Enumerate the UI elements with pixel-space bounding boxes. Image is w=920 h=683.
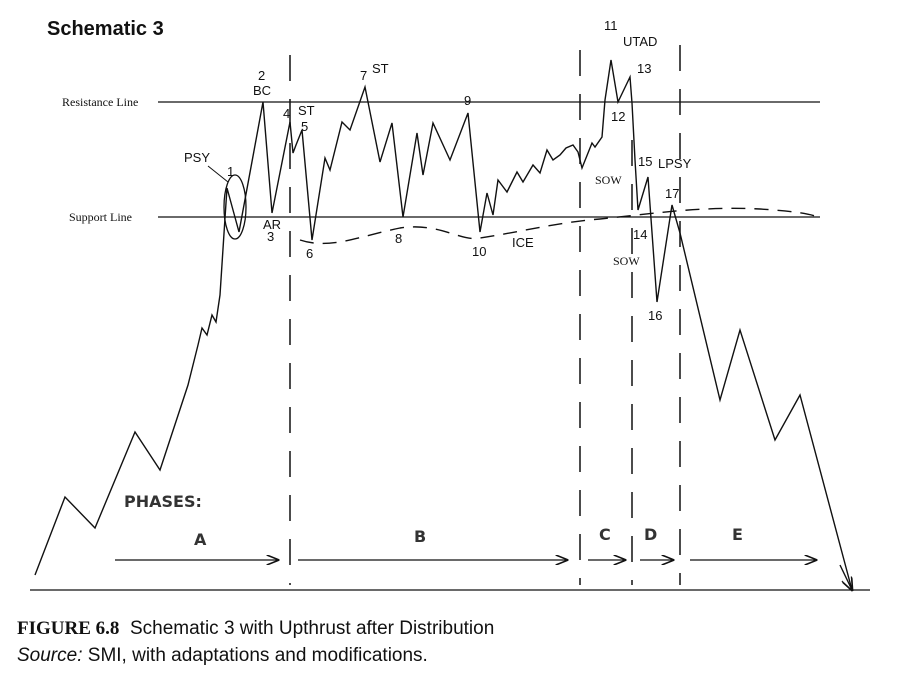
label-sow-1: SOW <box>595 173 622 187</box>
figure-source: Source: SMI, with adaptations and modifi… <box>17 645 428 667</box>
label-6: 6 <box>306 246 313 261</box>
phase-a-label: A <box>194 530 207 549</box>
label-ice: ICE <box>512 235 534 250</box>
source-text: SMI, with adaptations and modifications. <box>87 645 428 666</box>
schematic-title: Schematic 3 <box>47 18 164 40</box>
label-3: 3 <box>267 229 274 244</box>
label-5: 5 <box>301 119 308 134</box>
point-labels: PSY 1 2 BC AR 3 4 ST 5 6 7 ST 8 9 10 ICE… <box>184 18 692 323</box>
phase-c-label: C <box>599 525 611 544</box>
source-label: Source: <box>17 645 83 666</box>
label-4: 4 <box>283 106 290 121</box>
label-st-2: ST <box>372 61 389 76</box>
figure-title: Schematic 3 with Upthrust after Distribu… <box>129 618 495 639</box>
label-8: 8 <box>395 231 402 246</box>
label-14: 14 <box>633 227 647 242</box>
label-st-1: ST <box>298 103 315 118</box>
support-label: Support Line <box>69 210 132 224</box>
label-13: 13 <box>637 61 651 76</box>
phase-d-label: D <box>644 525 657 544</box>
label-7: 7 <box>360 68 367 83</box>
psy-ellipse <box>223 174 247 240</box>
label-ar: AR <box>263 217 281 232</box>
label-1: 1 <box>227 164 234 179</box>
label-10: 10 <box>472 244 486 259</box>
label-15: 15 <box>638 154 652 169</box>
label-9: 9 <box>464 93 471 108</box>
resistance-label: Resistance Line <box>62 95 138 109</box>
label-psy: PSY <box>184 150 210 165</box>
label-17: 17 <box>665 186 679 201</box>
phase-dividers <box>289 45 681 585</box>
label-12: 12 <box>611 109 625 124</box>
price-path <box>34 59 853 591</box>
label-utad: UTAD <box>623 34 657 49</box>
figure-caption: FIGURE 6.8 Schematic 3 with Upthrust aft… <box>17 618 494 640</box>
label-11: 11 <box>604 18 618 33</box>
figure-number: FIGURE 6.8 <box>17 618 120 639</box>
label-sow-2: SOW <box>613 254 640 268</box>
label-bc: BC <box>253 83 271 98</box>
ice-dashed-curve <box>299 207 816 245</box>
phase-b-label: B <box>414 527 426 546</box>
label-16: 16 <box>648 308 662 323</box>
label-2: 2 <box>258 68 265 83</box>
phase-e-label: E <box>732 525 743 544</box>
label-lpsy: LPSY <box>658 156 692 171</box>
phases-heading: PHASES: <box>124 492 202 511</box>
